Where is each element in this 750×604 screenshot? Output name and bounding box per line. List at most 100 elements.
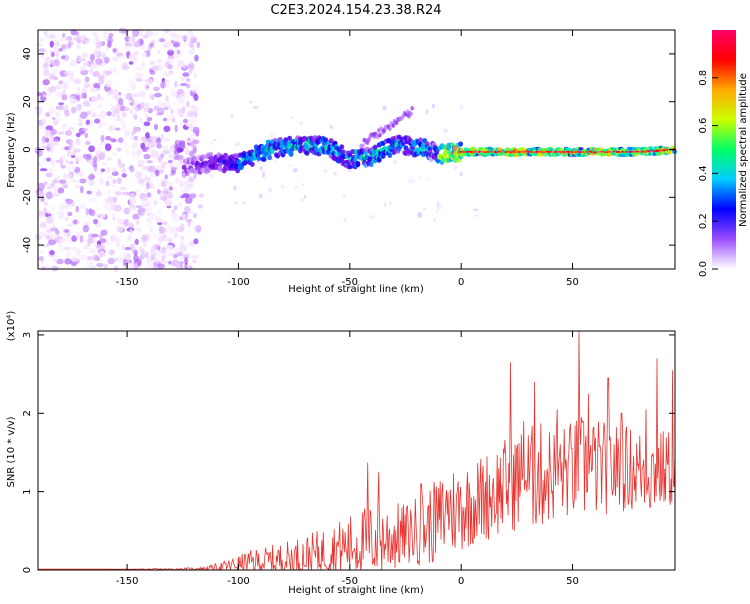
- heatmap-cell: [155, 231, 160, 238]
- heatmap-cell: [81, 92, 87, 99]
- y-tick-label: 0: [22, 567, 33, 573]
- heatmap-cell: [116, 256, 125, 262]
- heatmap-cell: [431, 103, 435, 109]
- heatmap-cell: [141, 235, 147, 243]
- heatmap-cell: [180, 188, 187, 193]
- heatmap-cell: [38, 212, 42, 217]
- heatmap-cell: [39, 250, 46, 253]
- heatmap-cell: [106, 242, 113, 246]
- heatmap-cell: [135, 227, 143, 233]
- heatmap-cell: [36, 262, 41, 268]
- heatmap-cell: [120, 244, 126, 251]
- heatmap-cell: [61, 44, 66, 49]
- heatmap-cell: [342, 194, 347, 198]
- heatmap-cell: [192, 259, 197, 264]
- heatmap-cell: [45, 191, 53, 200]
- heatmap-cell: [134, 171, 138, 176]
- heatmap-cell: [157, 64, 164, 71]
- heatmap-cell: [70, 151, 77, 155]
- heatmap-cell: [112, 152, 118, 156]
- heatmap-cell: [92, 237, 96, 244]
- heatmap-cell: [64, 80, 70, 85]
- heatmap-cell: [156, 189, 161, 195]
- heatmap-cell: [62, 32, 66, 38]
- heatmap-cell: [100, 122, 109, 126]
- heatmap-cell: [147, 206, 153, 212]
- heatmap-cell: [89, 53, 95, 62]
- heatmap-cell: [287, 135, 293, 141]
- heatmap-cell: [64, 130, 73, 136]
- heatmap-cell: [259, 166, 263, 170]
- x-tick-label: -100: [227, 277, 250, 288]
- heatmap-cell: [188, 208, 194, 215]
- heatmap-cell: [86, 256, 93, 261]
- heatmap-cell: [382, 128, 387, 133]
- heatmap-cell: [118, 137, 124, 144]
- heatmap-cell: [185, 218, 193, 223]
- heatmap-cell: [179, 242, 184, 249]
- heatmap-cell: [124, 129, 130, 137]
- heatmap-cell: [97, 93, 101, 100]
- heatmap-cell: [164, 28, 170, 34]
- snr-frame: [37, 330, 676, 571]
- heatmap-cell: [458, 104, 464, 110]
- heatmap-cell: [301, 183, 305, 187]
- heatmap-cell: [190, 105, 197, 111]
- heatmap-cell: [261, 172, 266, 178]
- heatmap-cell: [61, 165, 66, 169]
- heatmap-cell: [140, 197, 149, 202]
- snr-xlabel: Height of straight line (km): [288, 585, 424, 596]
- heatmap-cell: [144, 113, 149, 118]
- heatmap-cell: [114, 50, 120, 56]
- heatmap-cell: [107, 41, 112, 48]
- heatmap-cell: [134, 50, 139, 57]
- heatmap-cell: [50, 227, 59, 232]
- heatmap-cell: [127, 211, 132, 216]
- heatmap-cell: [75, 31, 80, 37]
- heatmap-cell: [133, 103, 137, 111]
- heatmap-cell: [50, 213, 55, 221]
- heatmap-cell: [158, 235, 164, 243]
- heatmap-cell: [146, 165, 154, 173]
- heatmap-cell: [186, 101, 190, 108]
- heatmap-cell: [82, 224, 90, 233]
- heatmap-cell: [159, 81, 167, 89]
- heatmap-cell: [209, 142, 213, 145]
- heatmap-cell: [59, 37, 68, 43]
- heatmap-cell: [441, 157, 446, 163]
- heatmap-cell: [41, 118, 46, 126]
- heatmap-cell: [48, 239, 56, 246]
- heatmap-cell: [140, 102, 148, 110]
- heatmap-cell: [100, 134, 105, 143]
- heatmap-cell: [48, 145, 54, 153]
- heatmap-cell: [50, 159, 55, 167]
- heatmap-cell: [156, 263, 165, 269]
- heatmap-cell: [125, 207, 129, 215]
- heatmap-cell: [123, 190, 127, 196]
- heatmap-cell: [112, 178, 117, 184]
- heatmap-cell: [83, 82, 91, 89]
- heatmap-cell: [180, 213, 187, 220]
- heatmap-cell: [74, 179, 81, 184]
- heatmap-cell: [182, 105, 186, 114]
- heatmap-cell: [149, 135, 158, 141]
- heatmap-cell: [184, 39, 190, 47]
- heatmap-cell: [303, 194, 307, 199]
- heatmap-cell: [83, 244, 90, 250]
- heatmap-cell: [116, 217, 123, 224]
- heatmap-cell: [267, 154, 272, 161]
- heatmap-cell: [62, 83, 68, 89]
- heatmap-cell: [141, 210, 150, 217]
- heatmap-cell: [48, 86, 57, 93]
- heatmap-cell: [64, 110, 70, 117]
- heatmap-cell: [106, 111, 113, 117]
- heatmap-cell: [234, 200, 238, 205]
- heatmap-cell: [105, 136, 112, 141]
- heatmap-cell: [300, 198, 304, 203]
- x-tick-label: -50: [342, 277, 358, 288]
- heatmap-cell: [147, 108, 153, 114]
- heatmap-cell: [38, 256, 44, 262]
- heatmap-cell: [389, 200, 392, 206]
- heatmap-cell: [347, 169, 353, 173]
- heatmap-cell: [123, 252, 130, 259]
